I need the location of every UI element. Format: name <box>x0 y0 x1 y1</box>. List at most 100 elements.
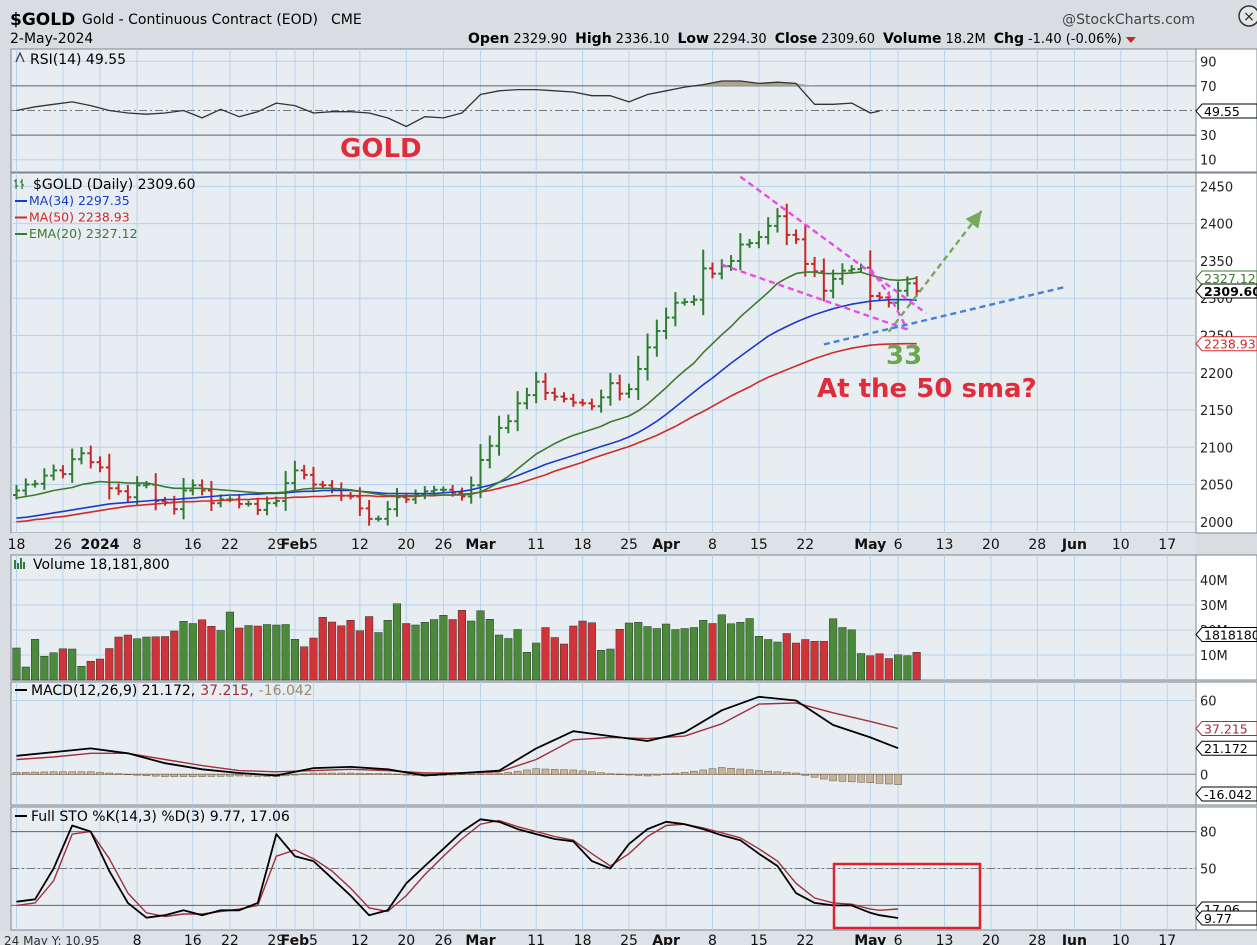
volume-bar <box>123 634 132 681</box>
close-button[interactable]: × <box>1238 5 1257 27</box>
x-tick-label: Apr <box>652 933 680 945</box>
macd-hist-bar <box>458 774 466 775</box>
sma-question-annotation: At the 50 sma? <box>817 374 1037 404</box>
breakout-projection-line <box>887 210 983 333</box>
price-bar <box>245 500 252 507</box>
volume-bar <box>467 620 476 681</box>
volume-bar <box>114 636 123 681</box>
macd-hist-bar <box>96 772 104 776</box>
last-value-tag: 49.55 <box>1204 104 1240 119</box>
volume-bar <box>142 636 151 681</box>
volume-bar <box>365 616 374 681</box>
x-tick-label: 17 <box>1158 537 1176 553</box>
price-bar <box>374 515 382 522</box>
ohlc-value: 2294.30 <box>713 32 767 47</box>
chart-header: $GOLD Gold - Continuous Contract (EOD) C… <box>10 5 1257 47</box>
rsi-panel: 90 70 30 10 RSI(14) 49.55 49.55 GOLD <box>10 48 1257 173</box>
last-value-tag: 18181800 <box>1204 628 1257 643</box>
macd-hist-bar <box>755 770 763 775</box>
macd-hist-bar <box>86 771 95 775</box>
macd-hist-bar <box>727 768 735 775</box>
y-tick-label: 60 <box>1200 694 1217 709</box>
macd-hist-bar <box>476 773 485 776</box>
ohlc-readout: Open 2329.90 High 2336.10 Low 2294.30 Close 230… <box>468 31 1136 47</box>
volume-bar <box>847 629 856 681</box>
volume-bar <box>448 619 457 681</box>
support-projection-line <box>823 285 1066 346</box>
x-tick-label: 15 <box>750 933 768 945</box>
x-tick-label: 22 <box>221 537 239 553</box>
macd-hist-bar <box>857 774 865 783</box>
macd-hist-bar <box>49 771 58 775</box>
macd-hist-bar <box>59 771 67 775</box>
price-bar <box>541 372 549 401</box>
ohlc-label: High <box>575 31 612 47</box>
x-tick-label: 26 <box>434 933 452 945</box>
volume-bar <box>160 636 170 681</box>
macd-hist-bar <box>374 773 383 776</box>
count-annotation: 33 <box>886 341 922 371</box>
price-bar <box>681 298 689 306</box>
x-tick-label: 10 <box>1112 933 1130 945</box>
x-tick-label: 29 <box>267 933 285 945</box>
price-bar <box>866 250 874 311</box>
volume-bar <box>671 629 680 681</box>
volume-bar <box>476 610 485 681</box>
macd-hist-bar <box>161 774 169 777</box>
price-bar <box>616 374 624 401</box>
price-bar <box>634 355 642 400</box>
ohlc-label: Open <box>468 31 509 47</box>
y-tick-label: 2400 <box>1200 218 1233 233</box>
macd-hist-bar <box>309 772 318 776</box>
price-bar <box>13 485 20 500</box>
x-tick-label: 22 <box>221 933 239 945</box>
price-panel: 2450240023502300225022002150210020502000… <box>10 172 1257 534</box>
price-bar <box>597 389 605 413</box>
price-bar <box>319 480 327 489</box>
x-tick-label: 18 <box>574 933 592 945</box>
volume-bar <box>105 648 114 681</box>
y-tick-label: 2350 <box>1200 255 1233 270</box>
macd-hist-bar <box>133 774 141 776</box>
macd-hist-bar <box>151 774 160 777</box>
price-bar <box>764 217 772 245</box>
volume-bar <box>300 646 309 681</box>
price-bar <box>829 269 837 299</box>
macd-hist-bar <box>588 771 596 775</box>
price-bar <box>384 501 392 526</box>
y-tick-label: 50 <box>1200 863 1217 878</box>
price-bar <box>254 497 262 515</box>
wedge-upper-trendline <box>739 175 927 315</box>
macd-hist-bar <box>578 770 587 775</box>
volume-bar <box>801 639 810 681</box>
price-bar <box>876 291 884 301</box>
volume-bar <box>513 629 522 681</box>
volume-bar <box>745 618 754 681</box>
oversold-highlight-box <box>832 862 982 930</box>
last-value-tag: -16.042 <box>1204 787 1252 802</box>
y-tick-label: 70 <box>1200 80 1217 95</box>
x-tick-label: 17 <box>1158 933 1176 945</box>
macd-histogram <box>12 767 902 785</box>
macd-hist-bar <box>124 774 132 775</box>
macd-hist-bar <box>875 774 884 784</box>
macd-hist-bar <box>606 773 615 776</box>
price-bar <box>365 499 373 526</box>
price-bar <box>773 208 781 233</box>
macd-hist-bar <box>597 772 605 776</box>
x-tick-label: 10 <box>1112 537 1130 553</box>
macd-hist-bar <box>643 774 652 777</box>
volume-bar <box>68 648 77 681</box>
volume-bar <box>550 637 559 681</box>
price-bar <box>87 445 95 469</box>
volume-bar <box>894 654 903 681</box>
sto-k-line <box>16 818 899 919</box>
x-tick-label: Jun <box>1061 537 1087 553</box>
volume-bar <box>420 622 429 681</box>
x-tick-label: Feb <box>281 933 310 945</box>
y-tick-label: 90 <box>1200 55 1217 70</box>
price-bar <box>495 415 503 456</box>
macd-hist-bar <box>114 773 123 776</box>
volume-bar <box>12 647 21 681</box>
